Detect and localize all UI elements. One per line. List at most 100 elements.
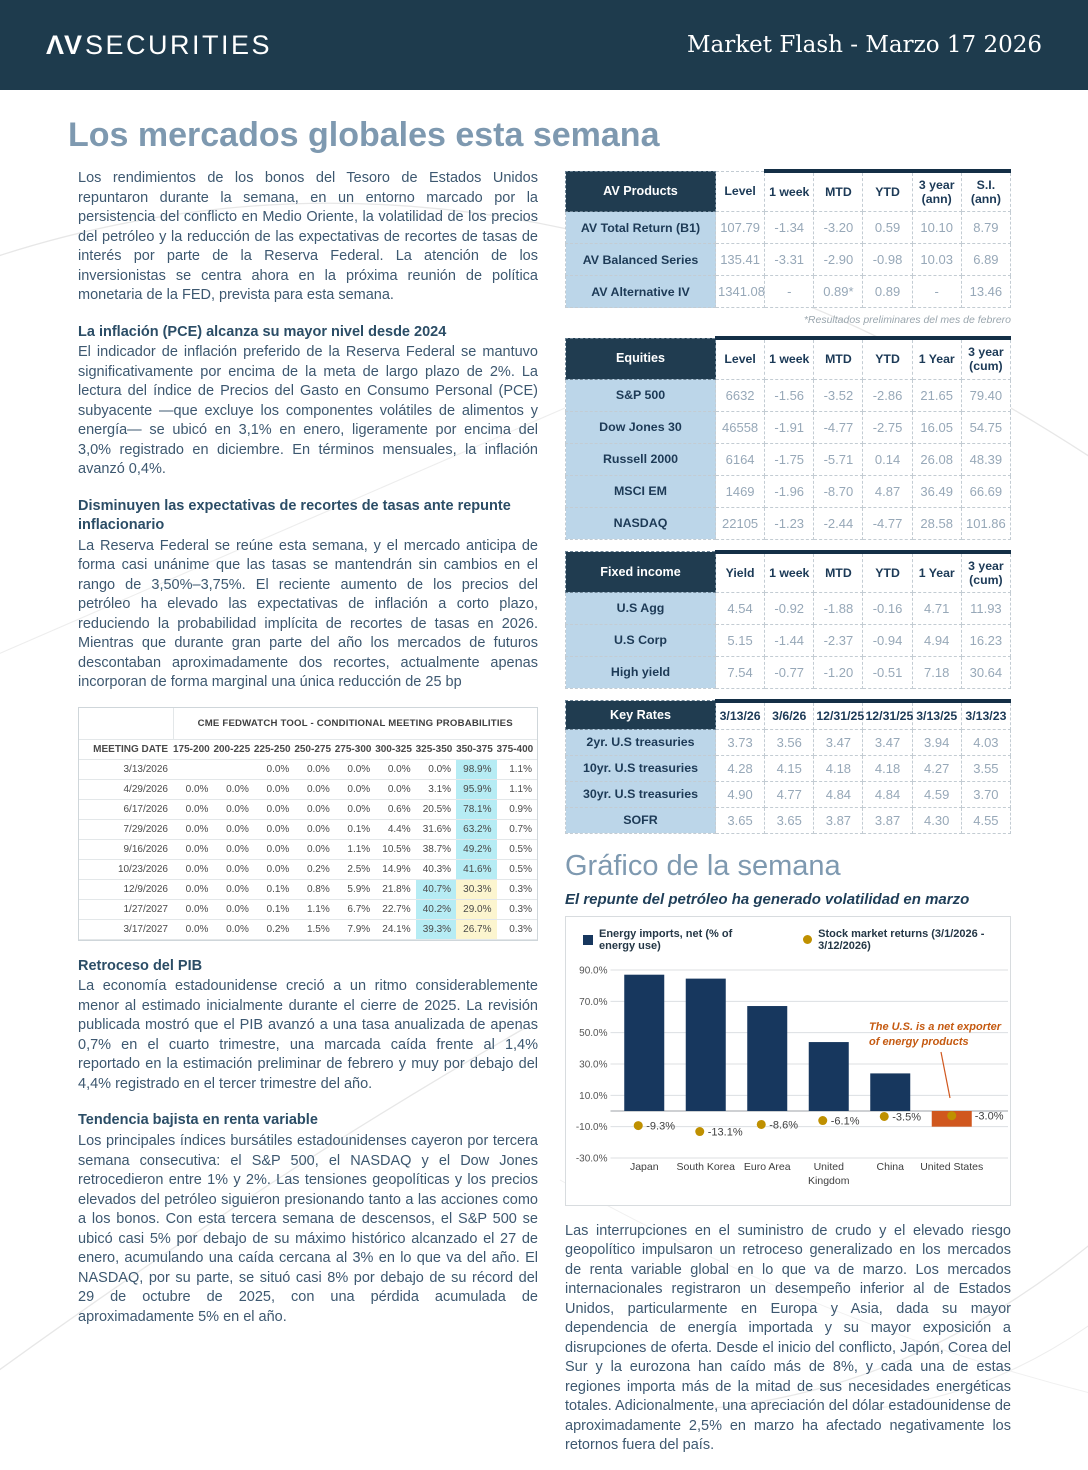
row-label-cell: U.S Corp [565, 623, 716, 657]
issue-title: Market Flash - Marzo 17 2026 [686, 32, 1042, 58]
column-header-cell: MTD [813, 169, 864, 213]
chart-section-title: Gráfico de la semana [565, 849, 841, 882]
probability-cell-highlight: 78.1% [456, 799, 497, 820]
fedwatch-row: 12/9/2026 0.0% 0.0% 0.1% 0.8% 5.9% 21.8% 40.7% 3… [79, 879, 537, 900]
value-cell: 107.79 [714, 211, 766, 245]
probability-cell: 5.9% [334, 879, 376, 900]
probability-cell: 2.5% [334, 859, 376, 880]
table-row: AV Balanced Series 135.41 -3.31 -2.90 -0.98 1… [565, 243, 1012, 277]
fedwatch-row: 9/16/2026 0.0% 0.0% 0.0% 0.0% 1.1% 10.5% 38.7% 4… [79, 839, 537, 860]
meeting-date-cell: 7/29/2026 [79, 819, 173, 840]
row-label-cell: 2yr. U.S treasuries [565, 728, 716, 756]
y-tick-label: -10.0% [576, 1122, 608, 1133]
value-cell: 3.65 [714, 806, 766, 834]
value-cell: -1.88 [813, 591, 864, 625]
probability-cell-highlight: 29.0% [456, 899, 497, 920]
probability-cell: 0.0% [294, 779, 335, 800]
chart-commentary-paragraph: Las interrupciones en el suministro de c… [565, 1222, 1011, 1454]
probability-cell-highlight: 40.2% [415, 899, 457, 920]
table-row: High yield 7.54 -0.77 -1.20 -0.51 7.18 30.64 [565, 655, 1012, 689]
probability-cell: 38.7% [415, 839, 457, 860]
section-heading-equities: Tendencia bajista en renta variable [78, 1112, 318, 1129]
value-cell: -0.98 [862, 243, 913, 277]
value-cell: 6164 [714, 442, 766, 476]
table-row: MSCI EM 1469 -1.96 -8.70 4.87 36.49 66.69 [565, 474, 1012, 508]
legend-label: Energy imports, net (% of energy use) [599, 927, 733, 952]
value-cell: 36.49 [911, 474, 962, 508]
probability-cell: 24.1% [375, 919, 416, 940]
value-cell: 4.03 [960, 728, 1012, 756]
probability-cell: 0.0% [213, 919, 254, 940]
table-row: 10yr. U.S treasuries 4.28 4.15 4.18 4.18 4.27… [565, 754, 1012, 782]
value-cell: 3.94 [911, 728, 962, 756]
rate-bucket-header: 175-200 [173, 739, 214, 760]
probability-cell: 3.1% [415, 779, 457, 800]
brand-logo: ΛV SECURITIES [46, 30, 272, 61]
value-cell: 22105 [714, 506, 766, 540]
probability-cell: 0.0% [294, 799, 335, 820]
value-cell: 6.89 [960, 243, 1012, 277]
value-cell: -3.31 [764, 243, 815, 277]
rate-cuts-paragraph: La Reserva Federal se reúne esta semana,… [78, 537, 538, 691]
value-cell: 3.65 [764, 806, 815, 834]
column-header-cell: Level [714, 336, 766, 380]
column-header-cell: YTD [862, 169, 913, 213]
brand-mark: ΛV [46, 29, 83, 60]
row-label-cell: SOFR [565, 806, 716, 834]
section-heading-inflation: La inflación (PCE) alcanza su mayor nive… [78, 323, 447, 340]
value-cell: -1.56 [764, 378, 815, 412]
table-row: S&P 500 6632 -1.56 -3.52 -2.86 21.65 79.40 [565, 378, 1012, 412]
fedwatch-row: 1/27/2027 0.0% 0.0% 0.1% 1.1% 6.7% 22.7% 40.2% 2… [79, 899, 537, 920]
table-header-row: AV Products Level 1 week MTD YTD 3 year (ann)… [565, 169, 1012, 213]
x-category-label: China [877, 1161, 905, 1173]
dot-united-states [947, 1111, 957, 1121]
table-row: Dow Jones 30 46558 -1.91 -4.77 -2.75 16.05 54.… [565, 410, 1012, 444]
probability-cell: 0.0% [213, 799, 254, 820]
value-cell: 6632 [714, 378, 766, 412]
value-cell: 3.70 [960, 780, 1012, 808]
table-row: U.S Corp 5.15 -1.44 -2.37 -0.94 4.94 16.23 [565, 623, 1012, 657]
probability-cell: 22.7% [375, 899, 416, 920]
row-label-cell: High yield [565, 655, 716, 689]
probability-cell-highlight: 30.3% [456, 879, 497, 900]
value-cell: -0.16 [862, 591, 913, 625]
rate-bucket-header: 200-225 [213, 739, 254, 760]
value-cell: - [911, 275, 962, 309]
probability-cell: 0.0% [334, 759, 376, 780]
value-cell: 26.08 [911, 442, 962, 476]
rate-bucket-header: 250-275 [294, 739, 335, 760]
value-cell: 4.27 [911, 754, 962, 782]
dot-value-label: -8.6% [769, 1119, 798, 1131]
av-products-footnote: *Resultados preliminares del mes de febr… [803, 314, 1011, 327]
probability-cell: 7.9% [334, 919, 376, 940]
value-cell: 30.64 [960, 655, 1012, 689]
probability-cell: 0.8% [294, 879, 335, 900]
value-cell: 7.18 [911, 655, 962, 689]
probability-cell: 0.5% [496, 839, 537, 860]
probability-cell: 0.0% [253, 799, 295, 820]
probability-cell: 0.0% [173, 819, 214, 840]
page-title: Los mercados globales esta semana [68, 116, 660, 154]
probability-cell-highlight: 49.2% [456, 839, 497, 860]
meeting-date-cell: 12/9/2026 [79, 879, 173, 900]
value-cell: 4.54 [714, 591, 766, 625]
dot-japan [633, 1121, 643, 1131]
table-row: 30yr. U.S treasuries 4.90 4.77 4.84 4.84 4.59… [565, 780, 1012, 808]
rate-bucket-header: 325-350 [415, 739, 457, 760]
bar-united-kingdom [808, 1042, 849, 1111]
column-header-cell: 1 week [764, 549, 815, 593]
fedwatch-row: 6/17/2026 0.0% 0.0% 0.0% 0.0% 0.0% 0.6% 20.5% 78… [79, 799, 537, 820]
content-columns: Los rendimientos de los bonos del Tesoro… [0, 169, 1088, 1470]
value-cell: -2.90 [813, 243, 864, 277]
fedwatch-table-container: CME FEDWATCH TOOL - CONDITIONAL MEETING … [78, 706, 538, 941]
rate-bucket-header: 300-325 [375, 739, 416, 760]
bar-japan [624, 974, 665, 1111]
fedwatch-title-cell: CME FEDWATCH TOOL - CONDITIONAL MEETING … [173, 707, 537, 740]
chart-legend: Energy imports, net (% of energy use) St… [569, 926, 1007, 958]
fedwatch-row: 7/29/2026 0.0% 0.0% 0.0% 0.0% 0.1% 4.4% 31.6% 63… [79, 819, 537, 840]
probability-cell: 0.3% [496, 919, 537, 940]
probability-cell: 0.0% [415, 759, 457, 780]
rate-bucket-header: 275-300 [334, 739, 376, 760]
value-cell: 1469 [714, 474, 766, 508]
value-cell: -1.91 [764, 410, 815, 444]
